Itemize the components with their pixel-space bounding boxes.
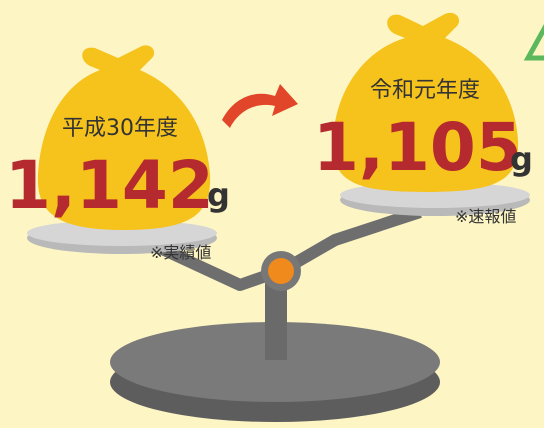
infographic: 平成30年度 1,142 g ※実績値 令和元年度 1,105 g ※速報値 (0, 0, 544, 428)
scale-pole (265, 280, 287, 360)
left-unit: g (207, 176, 230, 214)
left-label: 平成30年度 (62, 116, 178, 141)
right-label: 令和元年度 (370, 78, 480, 103)
left-note: ※実績値 (150, 243, 211, 262)
right-unit: g (510, 140, 533, 178)
left-amount: 1,142 (5, 147, 214, 224)
right-amount: 1,105 (313, 109, 522, 186)
pivot (268, 258, 294, 284)
right-note: ※速報値 (455, 207, 516, 226)
